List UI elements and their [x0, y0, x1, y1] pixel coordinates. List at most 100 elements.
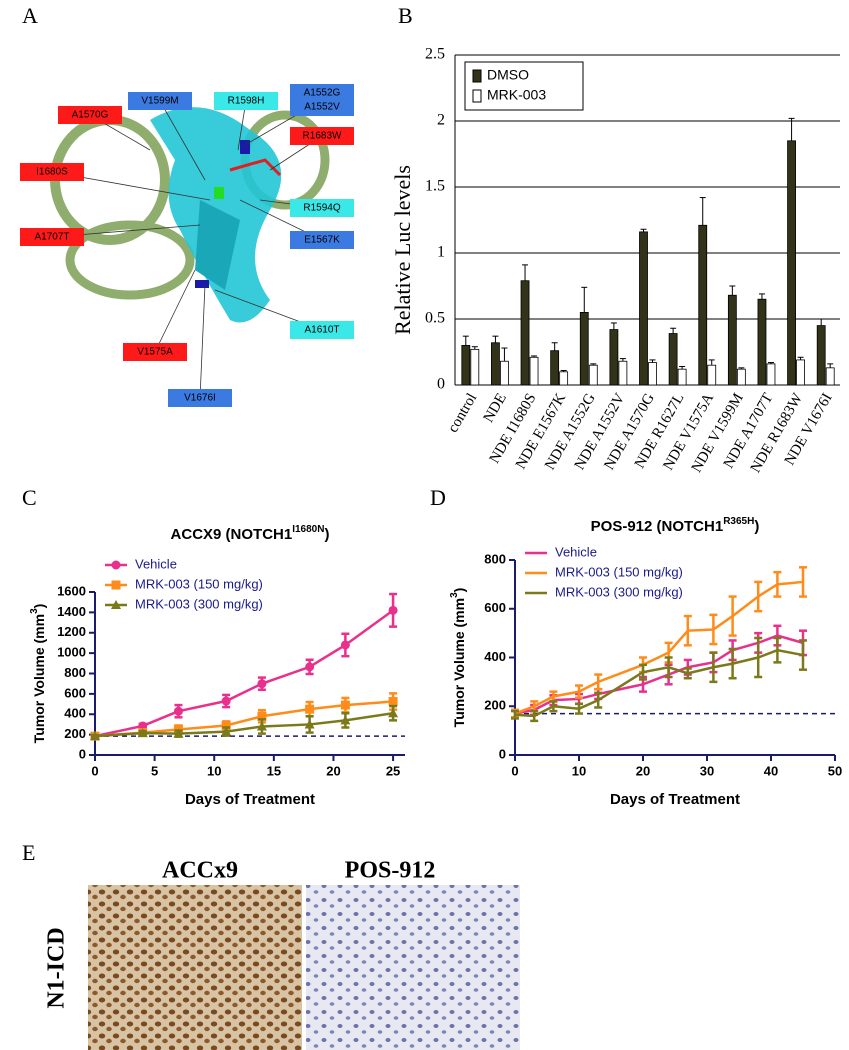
y-axis-label: Tumor Volume (mm3)	[449, 588, 467, 728]
y-tick-label: 2.5	[425, 46, 445, 63]
y-tick-label: 0	[437, 376, 445, 393]
mutation-label-box	[214, 92, 278, 110]
mutation-label-box	[290, 199, 354, 217]
marker	[256, 721, 267, 731]
marker	[221, 726, 232, 736]
error-bar	[619, 358, 626, 362]
title-part: Tumor Volume (mm	[451, 598, 467, 727]
error-bar	[729, 285, 736, 296]
x-tick-label: 50	[828, 763, 842, 778]
bar	[825, 367, 835, 386]
mutation-label: R1594Q	[303, 203, 340, 214]
mutation-label: A1610T	[304, 325, 339, 336]
error-bar	[699, 197, 706, 226]
mutation-label-box	[168, 389, 232, 407]
error-bar	[581, 286, 588, 313]
marker	[137, 728, 148, 738]
x-tick-label: 40	[764, 763, 778, 778]
legend-label: Vehicle	[135, 556, 177, 571]
legend-marker	[111, 560, 121, 570]
mutation-label-box	[290, 127, 354, 145]
bar	[766, 363, 776, 386]
legend-label: MRK-003 (150 mg/kg)	[135, 576, 263, 591]
bar	[787, 140, 796, 386]
error-bar	[522, 264, 529, 281]
marker	[340, 700, 350, 710]
title-part: 3	[449, 592, 460, 598]
legend-label: MRK-003 (150 mg/kg)	[555, 564, 683, 579]
y-tick-label: 200	[484, 698, 506, 713]
bar	[491, 342, 500, 386]
mutation-label-box	[290, 231, 354, 249]
panel-letter: D	[430, 485, 446, 510]
y-tick-label: 0.5	[425, 310, 445, 327]
mutation-label: V1575A	[137, 347, 173, 358]
mutation-label-box	[20, 228, 84, 246]
error-bar	[575, 684, 583, 699]
error-bar	[511, 709, 519, 720]
error-bar	[683, 614, 692, 647]
title-part: 3	[29, 608, 40, 614]
error-bar	[799, 639, 807, 671]
error-bar	[492, 335, 499, 343]
error-bar	[530, 709, 539, 723]
y-tick-label: 400	[484, 649, 506, 664]
error-bar	[590, 363, 597, 366]
error-bar	[610, 322, 617, 330]
marker	[388, 605, 398, 615]
bar	[550, 350, 560, 386]
legend-label: MRK-003 (300 mg/kg)	[135, 596, 263, 611]
bar	[579, 311, 589, 386]
bar	[500, 360, 509, 386]
error-bar	[670, 327, 677, 334]
chart-title: ACCX9 (NOTCH1I1680N)	[171, 524, 330, 543]
error-bar	[754, 636, 763, 679]
error-bar	[754, 580, 763, 613]
legend-label: MRK-003	[487, 87, 546, 103]
y-tick-label: 400	[64, 706, 86, 721]
leader-line	[159, 100, 206, 181]
error-bar	[738, 367, 745, 370]
bar	[639, 231, 648, 386]
error-bar	[773, 570, 782, 598]
panel-letter: E	[22, 840, 35, 865]
leader-line	[154, 269, 196, 353]
marker	[388, 708, 399, 718]
bar	[648, 362, 657, 386]
series-line	[94, 609, 394, 738]
mutation-label: V1676I	[184, 393, 216, 404]
residue	[240, 140, 250, 154]
title-part: POS-912 (NOTCH1	[591, 518, 724, 535]
ihc-image	[88, 885, 302, 1050]
bar	[757, 298, 767, 386]
legend-label: Vehicle	[555, 544, 597, 559]
title-part: )	[31, 604, 47, 609]
legend-swatch	[472, 69, 482, 83]
bar	[796, 359, 805, 386]
error-bar	[799, 566, 807, 598]
title-part: ACCX9 (NOTCH1	[171, 526, 293, 543]
bar	[588, 364, 598, 386]
mutation-label: A1552G	[304, 88, 341, 99]
marker	[305, 704, 315, 714]
marker	[221, 696, 231, 706]
error-bar	[818, 318, 825, 326]
x-tick-label: 15	[267, 763, 281, 778]
error-bar	[683, 667, 692, 680]
error-bar	[462, 335, 469, 346]
marker	[340, 715, 351, 725]
sheet	[195, 200, 240, 290]
mutation-label-box	[123, 343, 187, 361]
mutation-label-box	[290, 321, 354, 339]
panel-letter: B	[398, 3, 413, 28]
legend-marker	[111, 600, 121, 609]
x-tick-label: 10	[207, 763, 221, 778]
series-line	[514, 580, 804, 715]
error-bar	[773, 636, 782, 664]
y-tick-label: 1	[437, 244, 445, 261]
protein-structure	[50, 107, 330, 323]
bar	[698, 224, 708, 386]
y-tick-label: 1600	[57, 583, 86, 598]
marker	[257, 711, 267, 721]
